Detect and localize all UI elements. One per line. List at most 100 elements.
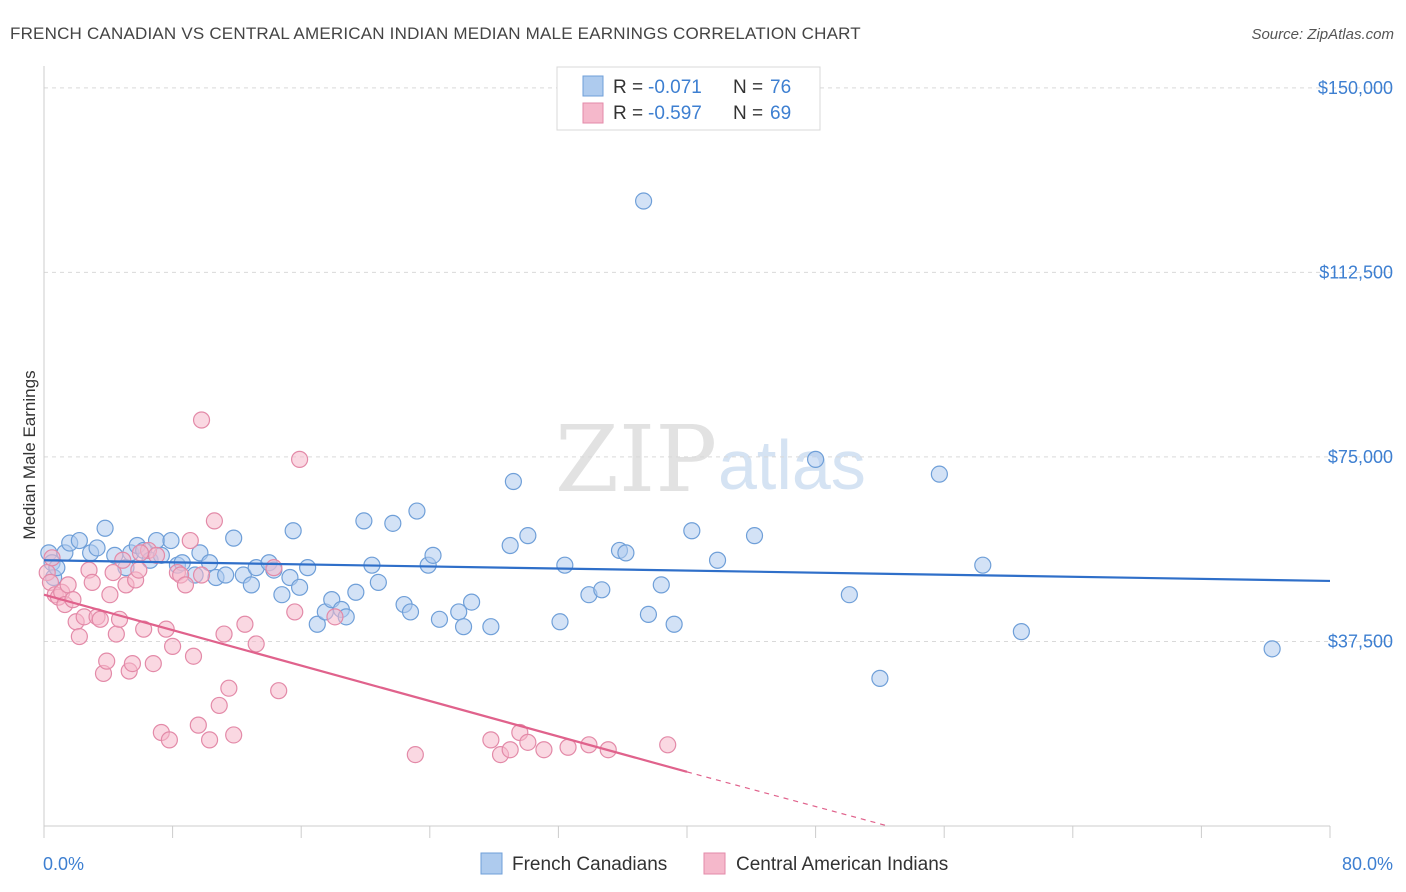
y-tick-label: $37,500 <box>1328 631 1393 651</box>
legend-r-label-2: R = <box>613 103 643 124</box>
central-american-indian-point <box>192 411 211 429</box>
french-canadian-point <box>430 610 449 628</box>
central-american-indian-point <box>200 731 219 749</box>
french-canadian-point <box>482 618 500 636</box>
french-canadian-point <box>462 593 481 611</box>
central-american-indian-point <box>290 450 309 468</box>
central-american-indian-point <box>144 655 162 673</box>
central-american-indian-point <box>181 531 199 550</box>
series-legend: French Canadians Central American Indian… <box>480 852 948 875</box>
central-american-indian-point <box>205 512 223 530</box>
french-canadian-point <box>308 615 326 633</box>
central-american-indian-point <box>43 549 61 567</box>
french-canadians-trend-line <box>43 559 1331 583</box>
y-axis-label: Median Male Earnings <box>20 370 39 539</box>
french-canadian-point <box>299 559 317 577</box>
french-canadian-point <box>634 192 653 210</box>
legend-r-value-1: -0.071 <box>648 77 702 98</box>
central-american-indian-point <box>189 716 207 734</box>
legend-swatch-pink <box>582 102 604 124</box>
french-canadian-point <box>745 527 764 545</box>
watermark-zip: ZIP <box>555 406 717 513</box>
bottom-legend-central-american-indians: Central American Indians <box>736 854 948 875</box>
x-tick-label-start: 0.0% <box>43 854 84 874</box>
central-american-indian-point <box>164 637 182 655</box>
french-canadian-point <box>70 531 88 550</box>
central-american-indian-point <box>326 608 344 626</box>
french-canadian-point <box>617 544 635 562</box>
watermark-atlas: atlas <box>718 426 866 504</box>
central-american-indian-point <box>184 647 203 665</box>
central-american-indian-point <box>101 586 119 604</box>
central-american-indian-point <box>225 726 243 744</box>
french-canadian-point <box>708 551 727 569</box>
french-canadian-point <box>273 586 291 604</box>
trend-lines <box>43 559 1331 827</box>
central-american-indian-point <box>160 731 178 749</box>
french-canadian-point <box>355 512 373 530</box>
correlation-legend: R = -0.071 N = 76 R = -0.597 N = 69 <box>556 66 821 131</box>
legend-n-label-2: N = <box>733 103 763 124</box>
y-tick-label: $150,000 <box>1318 78 1393 98</box>
central-american-indian-point <box>270 682 288 700</box>
legend-r-label-1: R = <box>613 77 643 98</box>
french-canadian-point <box>347 583 365 601</box>
french-canadian-point <box>519 527 537 545</box>
y-tick-label: $75,000 <box>1328 447 1393 467</box>
french-canadian-point <box>290 578 309 596</box>
legend-n-value-1: 76 <box>770 77 791 98</box>
french-canadian-point <box>217 566 235 584</box>
central-american-indian-point <box>83 573 101 592</box>
central-american-indian-point <box>406 746 424 764</box>
french-canadian-point <box>225 529 243 547</box>
central-american-indian-point <box>176 576 195 594</box>
central-american-indian-point <box>70 627 88 646</box>
french-canadian-point <box>652 576 670 594</box>
central-american-indian-point <box>104 563 122 582</box>
french-canadian-point <box>408 502 426 520</box>
french-canadian-point <box>369 573 387 592</box>
central-american-indian-point <box>535 741 553 759</box>
french-canadian-point <box>974 556 992 574</box>
french-canadian-point <box>88 539 106 557</box>
french-canadian-point <box>930 465 948 483</box>
legend-swatch-blue <box>582 75 604 97</box>
central-american-indian-point <box>130 561 148 579</box>
y-tick-label: $112,500 <box>1319 262 1393 282</box>
axes: $37,500 $75,000 $112,500 $150,000 0.0% 80.0% <box>43 66 1393 874</box>
central-american-indians-trend-line <box>43 593 688 773</box>
french-canadian-point <box>501 536 519 555</box>
bottom-legend-french-canadians: French Canadians <box>512 854 667 875</box>
zipatlas-watermark: ZIP atlas <box>555 406 866 513</box>
central-american-indian-point <box>107 625 125 643</box>
central-american-indian-point <box>114 551 132 569</box>
source-label: Source: ZipAtlas.com <box>1251 26 1394 43</box>
french-canadian-point <box>593 581 611 599</box>
central-american-indian-point <box>265 559 283 577</box>
central-american-indian-point <box>192 566 211 584</box>
central-american-indian-point <box>59 576 77 594</box>
central-american-indian-point <box>91 610 109 628</box>
legend-n-label-1: N = <box>733 77 763 98</box>
central-american-indian-point <box>210 696 228 715</box>
french-canadian-point <box>665 615 683 633</box>
central-american-indian-point <box>659 736 677 754</box>
french-canadian-point <box>284 522 302 540</box>
central-american-indian-point <box>220 679 238 697</box>
french-canadian-point <box>504 472 522 491</box>
french-canadian-point <box>1263 640 1281 658</box>
french-canadian-point <box>424 546 442 564</box>
x-tick-label-end: 80.0% <box>1342 854 1393 874</box>
central-american-indian-point <box>286 603 304 621</box>
french-canadian-point <box>96 519 114 537</box>
chart-title: FRENCH CANADIAN VS CENTRAL AMERICAN INDI… <box>10 24 861 43</box>
french-canadian-point <box>556 556 574 574</box>
french-canadian-point <box>639 605 658 623</box>
french-canadian-point <box>242 576 260 594</box>
legend-n-value-2: 69 <box>770 103 791 124</box>
french-canadian-point <box>1012 623 1030 641</box>
french-canadian-point <box>551 613 569 631</box>
french-canadian-point <box>683 522 701 540</box>
central-american-indian-point <box>247 635 265 653</box>
central-american-indian-point <box>215 625 233 643</box>
